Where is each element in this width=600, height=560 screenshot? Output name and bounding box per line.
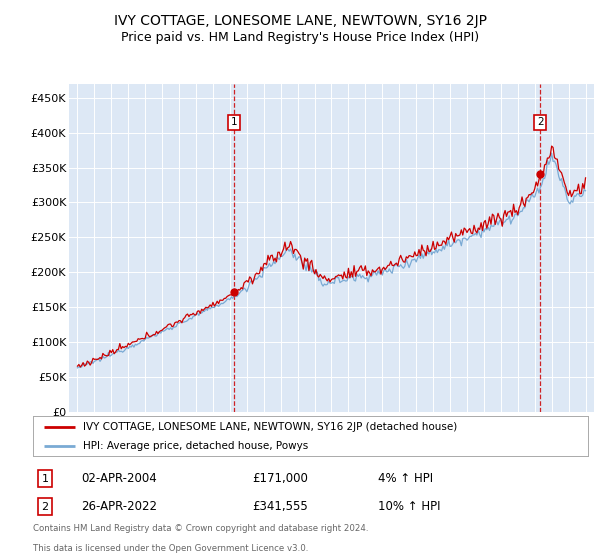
Text: 1: 1 xyxy=(231,118,238,127)
Text: 02-APR-2004: 02-APR-2004 xyxy=(81,472,157,486)
Text: 4% ↑ HPI: 4% ↑ HPI xyxy=(378,472,433,486)
Text: £341,555: £341,555 xyxy=(252,500,308,514)
Text: Price paid vs. HM Land Registry's House Price Index (HPI): Price paid vs. HM Land Registry's House … xyxy=(121,31,479,44)
Text: 2: 2 xyxy=(537,118,544,127)
Text: Contains HM Land Registry data © Crown copyright and database right 2024.: Contains HM Land Registry data © Crown c… xyxy=(33,524,368,533)
Text: 1: 1 xyxy=(41,474,49,484)
Text: 2: 2 xyxy=(41,502,49,512)
Text: IVY COTTAGE, LONESOME LANE, NEWTOWN, SY16 2JP: IVY COTTAGE, LONESOME LANE, NEWTOWN, SY1… xyxy=(113,14,487,28)
Text: IVY COTTAGE, LONESOME LANE, NEWTOWN, SY16 2JP (detached house): IVY COTTAGE, LONESOME LANE, NEWTOWN, SY1… xyxy=(83,422,457,432)
Text: 10% ↑ HPI: 10% ↑ HPI xyxy=(378,500,440,514)
Text: £171,000: £171,000 xyxy=(252,472,308,486)
Text: HPI: Average price, detached house, Powys: HPI: Average price, detached house, Powy… xyxy=(83,441,308,451)
Text: 26-APR-2022: 26-APR-2022 xyxy=(81,500,157,514)
Text: This data is licensed under the Open Government Licence v3.0.: This data is licensed under the Open Gov… xyxy=(33,544,308,553)
